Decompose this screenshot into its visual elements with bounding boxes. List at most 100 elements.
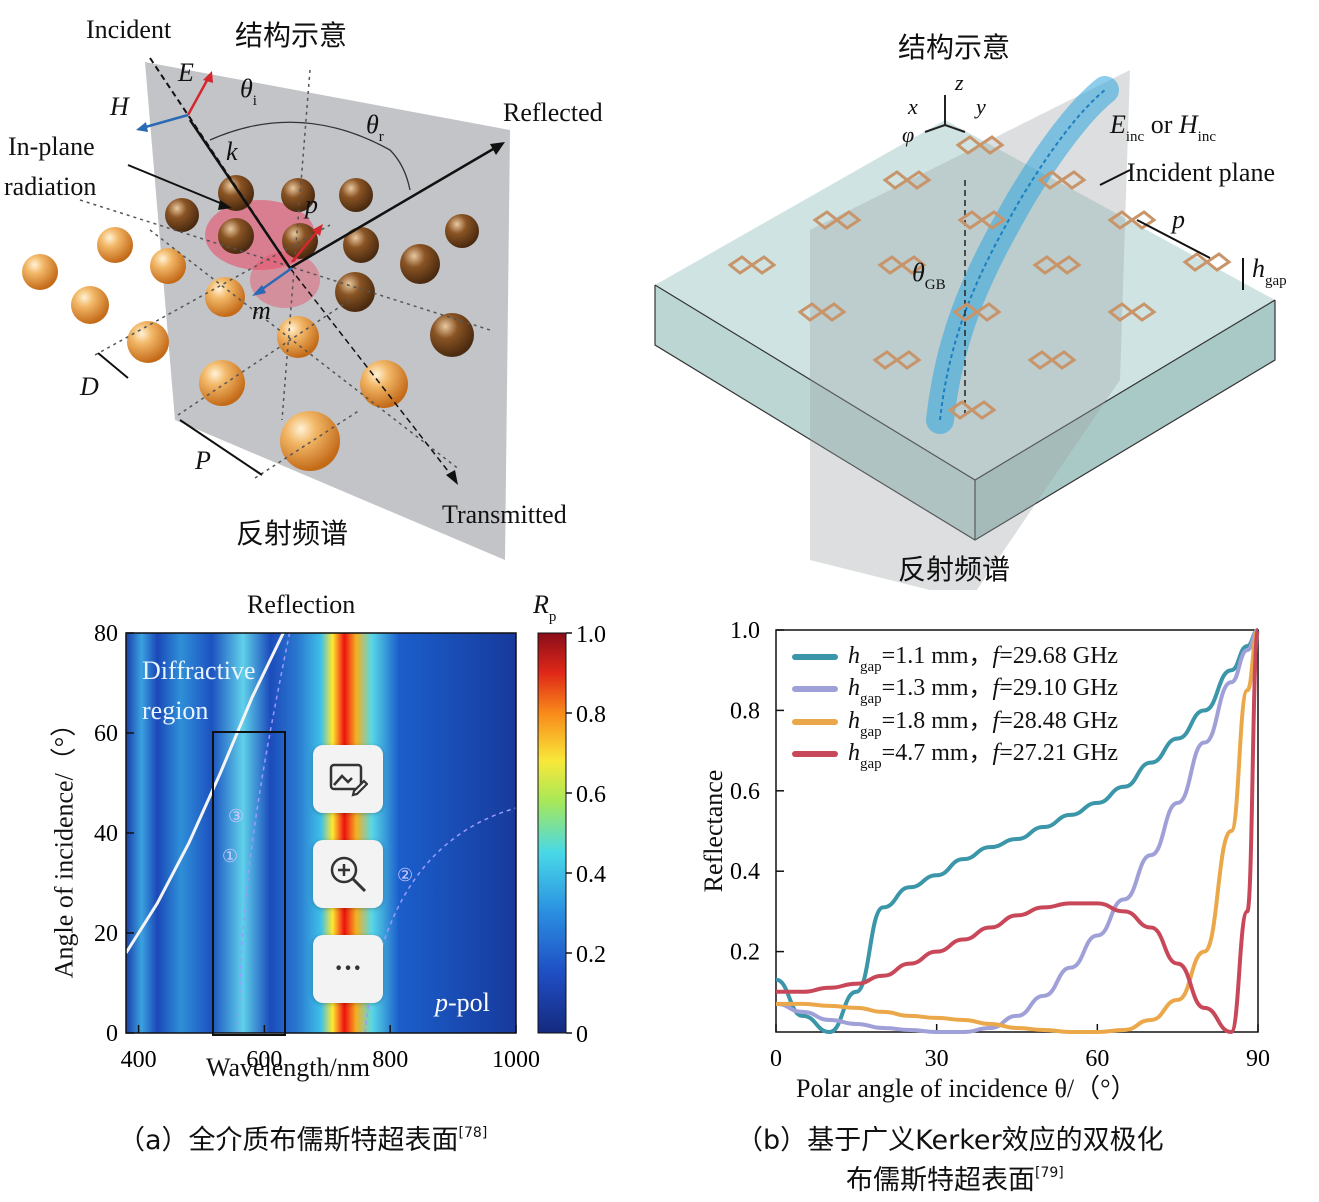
heatmap-ytick-label: 40 (94, 821, 118, 847)
line-ytick-label: 0.2 (730, 940, 760, 966)
theta-i-label: θi (240, 74, 257, 109)
theta-r-label: θr (366, 110, 384, 145)
transmitted-label: Transmitted (442, 500, 567, 529)
spectrum-title-b: 反射频谱 (898, 553, 1011, 586)
heatmap-xtick-label: 600 (246, 1047, 282, 1073)
colorbar-tick-label: 0.8 (576, 702, 606, 728)
line-ytick-label: 0.4 (730, 859, 760, 885)
colorbar (537, 632, 567, 1034)
line-xtick-label: 30 (925, 1046, 949, 1072)
p-dipole-label: p (305, 190, 318, 219)
edit-image-button[interactable] (313, 745, 383, 813)
legend-swatch-2 (792, 686, 838, 693)
colorbar-label: Rp (533, 590, 557, 625)
orange-spheres (22, 227, 408, 471)
zoom-in-button[interactable] (313, 840, 383, 908)
legend-item-4: hgap=4.7 mm，f=27.21 GHz (792, 732, 1118, 773)
series-line-2 (775, 628, 1259, 1034)
legend-swatch-3 (792, 719, 838, 726)
line-ylabel: Reflectance (699, 769, 728, 893)
marker-1: ① (222, 846, 239, 866)
structure-b-svg (654, 70, 1276, 590)
heatmap-xtick-label: 400 (121, 1047, 157, 1073)
more-options-button[interactable]: ··· (313, 935, 383, 1003)
colorbar-tick-label: 0.6 (576, 782, 606, 808)
dark-spheres (165, 175, 479, 357)
in-plane-label: In-plane (8, 132, 95, 161)
bowtie-resonators (727, 135, 1232, 420)
marker-3: ③ (228, 806, 245, 826)
line-chart-svg: 0 30 60 90 0.2 0.4 0.6 0.8 1.0 (730, 618, 1270, 1072)
legend-item-2: hgap=1.3 mm，f=29.10 GHz (792, 667, 1118, 708)
line-ytick-label: 1.0 (730, 618, 760, 644)
legend-swatch-1 (792, 654, 838, 661)
caption-b-line1: （b）基于广义Kerker效应的双极化 (736, 1125, 1164, 1156)
E-or-H-inc-label: Einc or Hinc (1110, 110, 1216, 145)
line-xtick-label: 90 (1246, 1046, 1270, 1072)
line-xtick-label: 0 (770, 1046, 782, 1072)
line-xtick-label: 60 (1085, 1046, 1109, 1072)
legend-item-3: hgap=1.8 mm，f=28.48 GHz (792, 700, 1118, 741)
incident-label: Incident (86, 15, 172, 44)
structure-a-svg (22, 57, 510, 560)
gaussian-beam (926, 76, 1119, 434)
x-axis-label: x (908, 94, 918, 119)
image-edit-icon (329, 763, 368, 797)
marker-2: ② (397, 865, 414, 885)
zoom-in-icon (330, 856, 367, 893)
P-period-label: P (195, 446, 211, 475)
diffractive-label: Diffractive (142, 656, 256, 685)
series-line-1 (775, 628, 1259, 1034)
heatmap-xtick-label: 1000 (492, 1047, 540, 1073)
z-axis-label: z (955, 70, 964, 95)
heatmap-ytick-label: 0 (106, 1021, 118, 1047)
spectrum-title-a: 反射频谱 (236, 517, 349, 550)
legend-item-1: hgap=1.1 mm，f=29.68 GHz (792, 635, 1118, 676)
line-xlabel: Polar angle of incidence θ/（°） (796, 1074, 1137, 1103)
lattice-lines (79, 69, 491, 479)
heatmap-xlabel: Wavelength/nm (206, 1053, 370, 1082)
guide-curve-1 (238, 633, 291, 1033)
caption-a: （a）全介质布儒斯特超表面[78] (118, 1125, 488, 1156)
heatmap-chart: 400 600 800 1000 0 20 40 60 80 1.0 0.8 0.6 0.4 0.2 0 R… (0, 590, 640, 1110)
line-chart: 0 30 60 90 0.2 0.4 0.6 0.8 1.0 Polar angle of in… (640, 590, 1319, 1110)
incident-plane (145, 62, 510, 560)
heatmap-ylabel: Angle of incidence/（°） (49, 710, 79, 979)
colorbar-tick-label: 0.4 (576, 862, 606, 888)
period-p-label: p (1172, 205, 1185, 234)
polarization-label: p-pol (435, 988, 490, 1017)
caption-b-line2: 布儒斯特超表面[79] (846, 1165, 1064, 1196)
region-label: region (142, 696, 209, 725)
y-axis-label: y (976, 94, 986, 119)
H-field-label: H (110, 92, 129, 121)
k-vector-label: k (226, 137, 238, 166)
colorbar-tick-label: 0 (576, 1022, 588, 1048)
structure-b-illustration: 结构示意 z x y φ Einc or Hinc Incident plane… (640, 0, 1319, 590)
heatmap-svg: 400 600 800 1000 0 20 40 60 80 1.0 0.8 0.6 0.4 0.2 0 (94, 621, 606, 1073)
h-gap-label: hgap (1252, 254, 1287, 289)
reflected-label: Reflected (503, 98, 603, 127)
heatmap-ytick-label: 20 (94, 921, 118, 947)
line-ytick-label: 0.8 (730, 698, 760, 724)
diffraction-boundary-line (126, 633, 285, 954)
D-diameter-label: D (80, 372, 99, 401)
structure-title-a: 结构示意 (235, 19, 348, 52)
highlight-box (212, 731, 286, 1036)
radiation-label: radiation (4, 172, 97, 201)
line-ytick-label: 0.6 (730, 779, 760, 805)
colorbar-tick-label: 0.2 (576, 942, 606, 968)
legend-swatch-4 (792, 751, 838, 758)
colorbar-tick-label: 1.0 (576, 622, 606, 648)
structure-a-illustration: Incident 结构示意 E H θi θr Reflected In-pla… (0, 0, 660, 560)
series-line-3 (776, 628, 1260, 1034)
E-field-label: E (178, 58, 194, 87)
phi-label: φ (902, 122, 915, 147)
heatmap-title: Reflection (247, 590, 356, 619)
heatmap-xtick-label: 800 (372, 1047, 408, 1073)
theta-GB-label: θGB (912, 258, 946, 293)
heatmap-ytick-label: 60 (94, 721, 118, 747)
series-line-4 (776, 628, 1260, 1034)
incident-plane-label: Incident plane (1127, 158, 1275, 187)
heatmap-ytick-label: 80 (94, 621, 118, 647)
structure-title-b: 结构示意 (898, 31, 1011, 64)
